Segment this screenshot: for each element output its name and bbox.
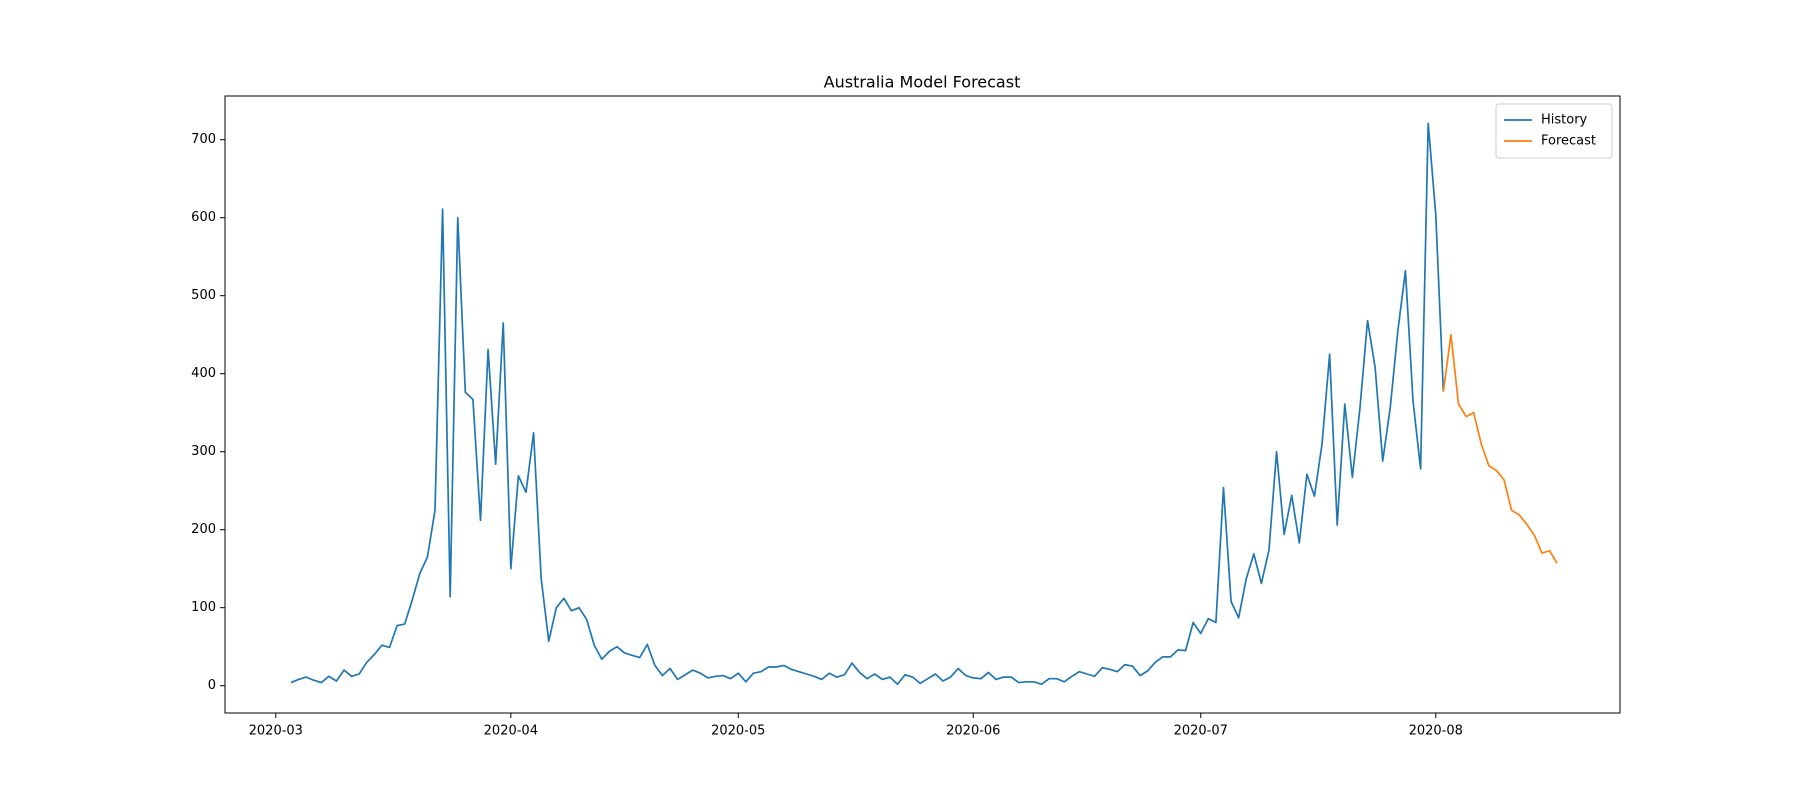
y-tick-label: 300 <box>191 444 216 459</box>
y-tick-label: 500 <box>191 288 216 303</box>
x-tick-label: 2020-05 <box>711 724 765 739</box>
y-tick-label: 600 <box>191 210 216 225</box>
series-line <box>290 122 1445 685</box>
x-tick-label: 2020-08 <box>1409 724 1463 739</box>
x-tick-label: 2020-04 <box>484 724 538 739</box>
legend-box <box>1495 103 1613 159</box>
y-tick-label: 400 <box>191 366 216 381</box>
y-tick-label: 0 <box>208 678 216 693</box>
y-tick-label: 200 <box>191 522 216 537</box>
plot-frame <box>224 95 1621 714</box>
y-tick-label: 700 <box>191 132 216 147</box>
legend-label: History <box>1541 113 1588 128</box>
y-tick-label: 100 <box>191 600 216 615</box>
x-tick-label: 2020-06 <box>946 724 1000 739</box>
chart-title: Australia Model Forecast <box>824 73 1021 92</box>
x-tick-label: 2020-07 <box>1174 724 1228 739</box>
x-tick-label: 2020-03 <box>249 724 303 739</box>
series-line <box>1442 333 1558 564</box>
legend-label: Forecast <box>1541 134 1596 149</box>
